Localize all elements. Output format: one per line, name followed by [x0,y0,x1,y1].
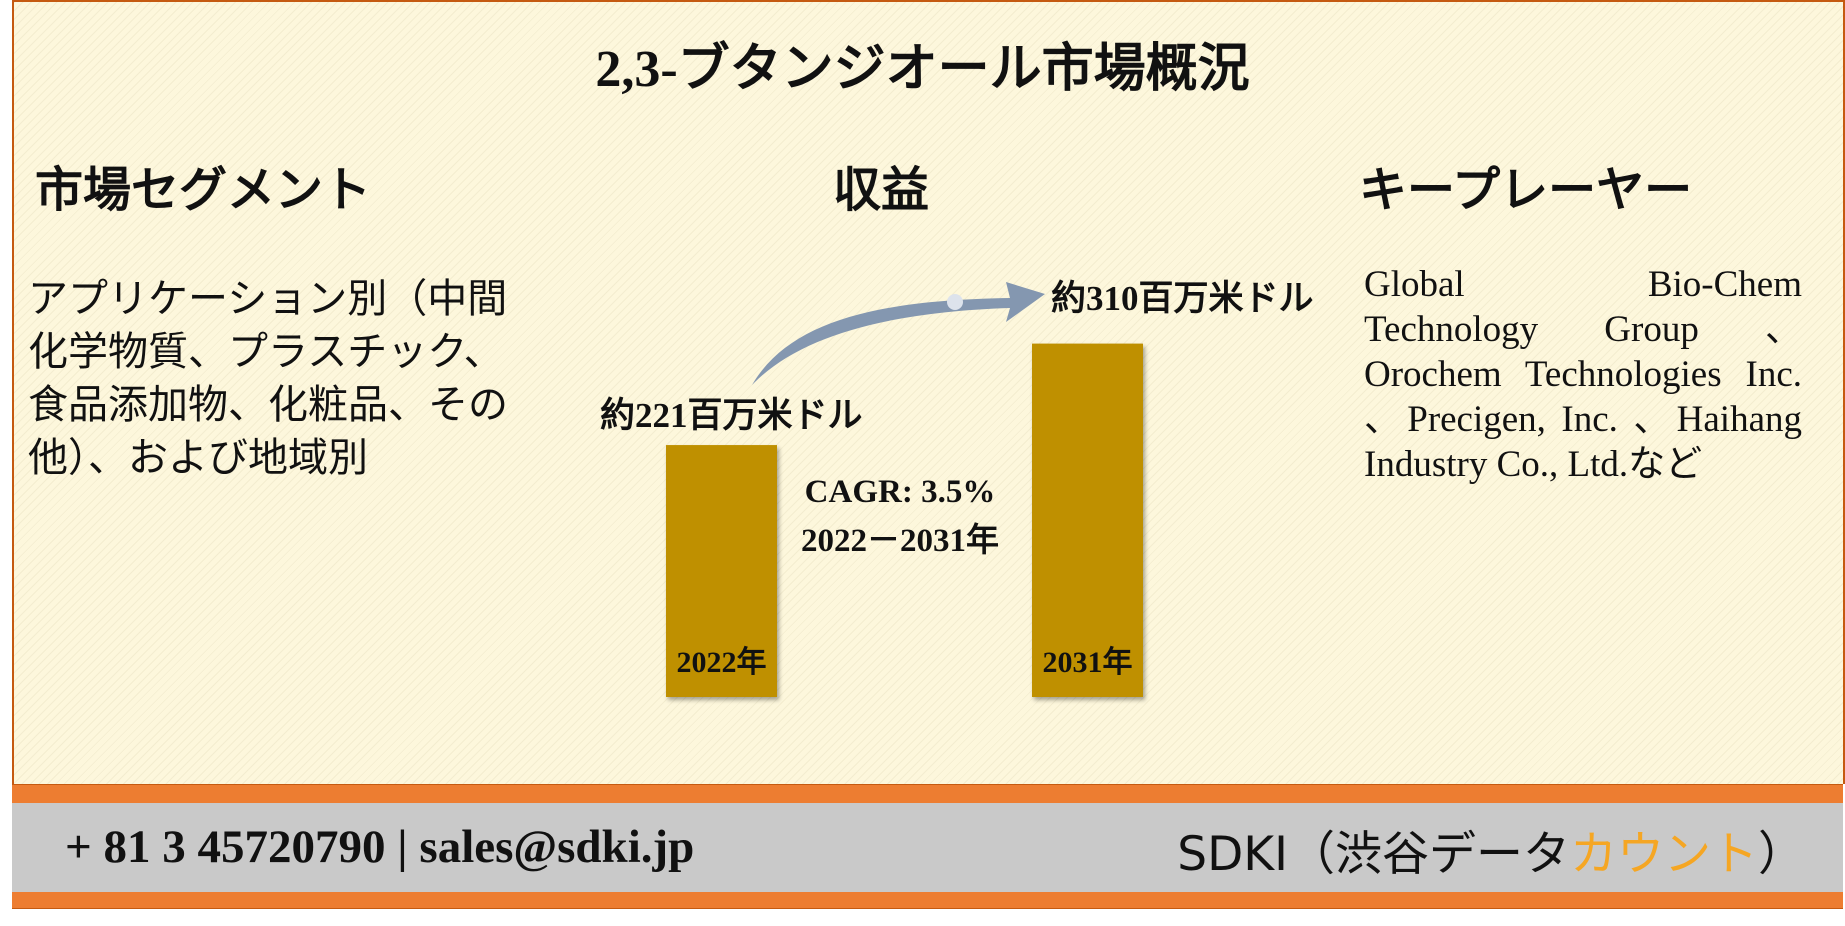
title: 2,3-ブタンジオール市場概況 [595,41,1250,98]
separator: | [397,821,408,873]
brand: SDKI（渋谷データカウント） [1177,815,1805,884]
value-label: 約221百万米ドル [600,396,863,435]
bar [1032,343,1143,697]
revenue-chart [666,282,1143,697]
footer [12,803,1843,892]
cagr-period: 2022－2031年 [801,523,999,559]
contact: + 81 3 45720790 | sales@sdki.jp [65,820,694,874]
value-label: 約310百万米ドル [1051,279,1314,318]
brand-end: ） [1758,827,1805,882]
phone: + 81 3 45720790 [65,821,386,873]
revenue-heading: 収益 [833,164,930,217]
brand-highlight: カウント [1570,827,1758,882]
brand-name: SDKI（渋谷データ [1177,827,1570,882]
year-label: 2031年 [1042,646,1133,679]
growth-arrow [752,282,1045,385]
segment-text: アプリケーション別（中間化学物質、プラスチック、食品添加物、化粧品、その他）、お… [28,276,508,480]
footer-band [12,784,1843,803]
players-text: Global Bio-Chem Technology Group 、Oroche… [1364,264,1802,485]
bar [666,445,777,697]
players-heading: キープレーヤー [1359,164,1693,217]
panel [12,0,1845,784]
year-label: 2022年 [676,646,767,679]
footer-band [12,892,1843,909]
segment-heading: 市場セグメント [35,164,372,217]
cagr: CAGR: 3.5% [804,474,996,510]
arrow-dot [947,294,963,310]
email: sales@sdki.jp [419,821,695,873]
